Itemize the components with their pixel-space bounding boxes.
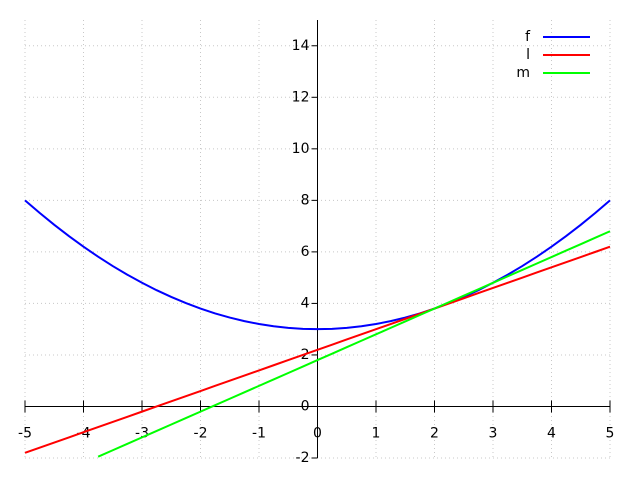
y-tick-label: 10 bbox=[292, 141, 310, 157]
y-tick-label: 8 bbox=[301, 192, 310, 208]
series-line bbox=[24, 245, 611, 454]
legend-label: f bbox=[525, 29, 531, 45]
x-tick-label: 4 bbox=[547, 425, 556, 441]
y-tick-label: 12 bbox=[292, 89, 310, 105]
x-tick-label: 1 bbox=[372, 425, 381, 441]
x-tick-label: -1 bbox=[252, 425, 266, 441]
x-tick-label: -4 bbox=[77, 425, 91, 441]
y-tick-label: 4 bbox=[301, 295, 310, 311]
y-tick-label: 14 bbox=[292, 38, 310, 54]
x-tick-label: 2 bbox=[430, 425, 439, 441]
x-tick-label: 5 bbox=[606, 425, 615, 441]
x-tick-label: -5 bbox=[18, 425, 32, 441]
x-tick-label: -3 bbox=[135, 425, 149, 441]
y-tick-label: -2 bbox=[296, 450, 310, 466]
legend-label: m bbox=[516, 65, 530, 81]
series-line bbox=[24, 199, 611, 331]
legend-label: l bbox=[526, 47, 530, 63]
x-tick-label: 3 bbox=[489, 425, 498, 441]
x-tick-label: -2 bbox=[194, 425, 208, 441]
y-tick-label: 6 bbox=[301, 244, 310, 260]
series-line bbox=[97, 230, 611, 458]
